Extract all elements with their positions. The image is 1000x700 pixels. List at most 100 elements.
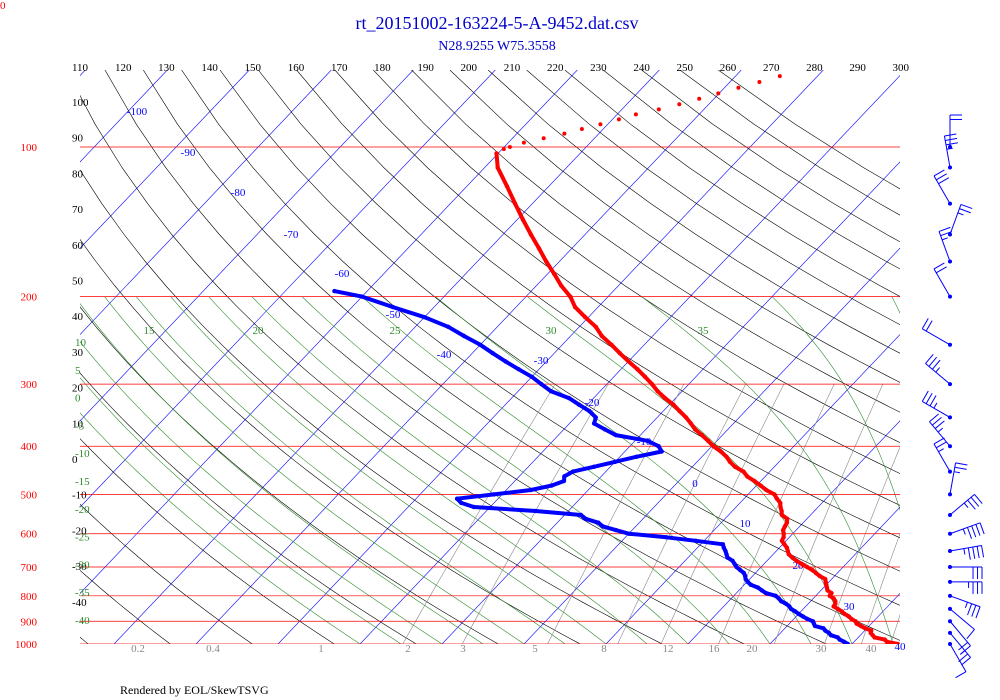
isotherm-line [195, 70, 742, 644]
pressure-label: 600 [21, 529, 38, 541]
moist-left-label: 5 [75, 365, 81, 377]
mixing-ratio-label: 0.2 [131, 643, 145, 655]
dry-adiabat-line [487, 70, 900, 354]
temperature-strat-point [541, 136, 546, 141]
chart-subtitle: N28.9255 W75.3558 [438, 39, 556, 54]
theta-label: 300 [893, 62, 910, 74]
mixing-ratio-label: 40 [866, 643, 878, 655]
left-axis-label: 40 [72, 311, 84, 323]
mixing-ratio-line [461, 383, 609, 644]
moist-left-label: 10 [75, 337, 87, 349]
moist-adiabat-label: 35 [698, 325, 710, 337]
moist-adiabat-label: 25 [390, 325, 402, 337]
temperature-label: 20 [793, 560, 805, 572]
left-axis-label: -30 [72, 561, 87, 573]
chart-title: rt_20151002-163224-5-A-9452.dat.csv [356, 13, 639, 33]
moist-left-label: -25 [75, 532, 90, 544]
temperature-label: -100 [127, 106, 148, 118]
mixing-ratio-line [718, 383, 835, 644]
wind-barb [933, 169, 952, 206]
wind-barb [933, 262, 952, 299]
left-axis-label: 90 [72, 133, 84, 145]
wind-barb [948, 593, 981, 619]
temperature-label: -80 [231, 187, 246, 199]
theta-label: 110 [72, 62, 89, 74]
wind-barb [921, 390, 952, 420]
moist-adiabat-line [135, 296, 566, 644]
moist-left-label: -40 [75, 615, 90, 627]
temperature-label: 30 [844, 601, 856, 613]
isotherm-line [851, 593, 900, 644]
mixing-ratio-line [547, 383, 685, 644]
temperature-label: -20 [585, 397, 600, 409]
moist-adiabat-line [104, 296, 525, 644]
pressure-label: 800 [21, 591, 38, 603]
dry-adiabat-line [219, 70, 900, 572]
moist-adiabat-line [301, 296, 730, 644]
mixing-ratio-line [824, 446, 900, 644]
moist-adiabat-line [80, 341, 443, 644]
moist-adiabat-label: 30 [546, 325, 558, 337]
dry-adiabat-line [258, 70, 900, 539]
temperature-label: -30 [534, 355, 549, 367]
isotherm-line [359, 75, 900, 644]
isotherm-line [80, 70, 332, 335]
isotherm-line [80, 70, 496, 508]
temperature-strat-point [616, 117, 621, 122]
dry-adiabat-line [104, 70, 827, 644]
wind-barb [948, 606, 975, 640]
dry-adiabat-line [449, 70, 900, 383]
theta-label: 240 [633, 62, 650, 74]
mixing-ratio-label: 1 [318, 643, 324, 655]
left-axis-label: -40 [72, 597, 87, 609]
isotherm-line [605, 334, 900, 644]
temperature-label: 10 [740, 518, 752, 530]
temperature-label: -50 [386, 309, 401, 321]
wind-barb [938, 226, 953, 264]
theta-label: 290 [849, 62, 866, 74]
temperature-strat-point [507, 145, 512, 149]
theta-label: 230 [590, 62, 607, 74]
pressure-label: 400 [21, 441, 38, 453]
temperature-strat-point [521, 140, 526, 145]
dry-adiabat-line [181, 70, 900, 606]
temperature-label: -70 [284, 229, 299, 241]
temperature-strat-point [598, 122, 603, 127]
wind-barb [948, 619, 971, 654]
moist-left-label: -30 [75, 559, 90, 571]
theta-label: 280 [806, 62, 823, 74]
wind-barb [943, 133, 958, 170]
pressure-label: 900 [21, 616, 38, 628]
pressure-label: 700 [21, 562, 38, 574]
mixing-ratio-label: 8 [601, 643, 607, 655]
temperature-label: 40 [895, 641, 907, 653]
footer-credit: Rendered by EOL/SkewTSVG [120, 683, 269, 697]
theta-label: 190 [417, 62, 434, 74]
mixing-ratio-label: 2 [405, 643, 411, 655]
left-axis-label: -20 [72, 525, 87, 537]
moist-left-label: -20 [75, 504, 90, 516]
mixing-ratio-label: 16 [709, 643, 721, 655]
mixing-ratio-label: 30 [816, 643, 828, 655]
corner-label: 0 [0, 0, 6, 12]
chart-profiles [332, 74, 900, 644]
left-axis-label: 50 [72, 276, 84, 288]
temperature-label: 0 [692, 478, 698, 490]
temperature-strat-point [757, 80, 762, 84]
dry-adiabat-line [80, 438, 335, 644]
mixing-ratio-line [983, 384, 1000, 654]
left-axis-label: 70 [72, 204, 84, 216]
isotherm-line [934, 70, 1000, 644]
theta-label: 120 [115, 62, 132, 74]
dry-adiabat-line [80, 372, 417, 644]
moist-adiabat-line [771, 296, 900, 511]
dry-adiabat-line [80, 238, 581, 644]
temperature-strat-point [697, 96, 702, 101]
wind-barb [921, 318, 952, 347]
theta-label: 160 [288, 62, 305, 74]
mixing-ratio-line [773, 383, 884, 644]
theta-label: 260 [720, 62, 737, 74]
pressure-label: 1000 [15, 639, 38, 651]
